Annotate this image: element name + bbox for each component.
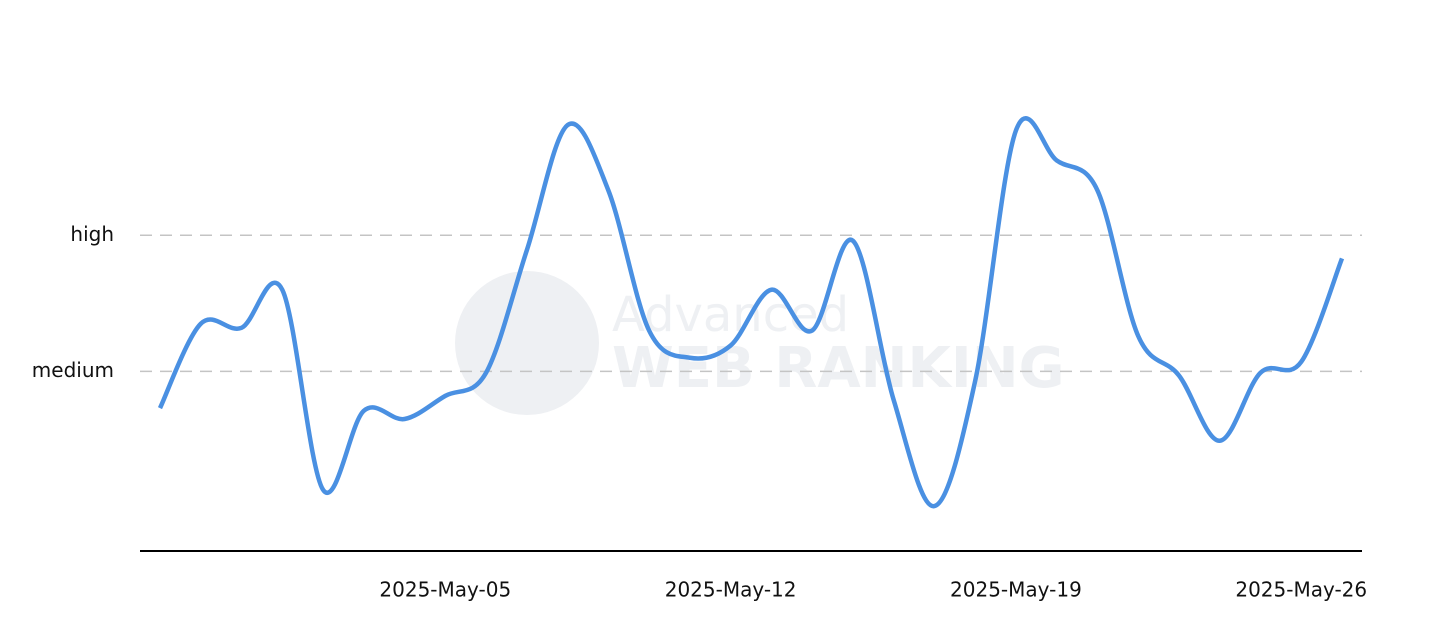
x-tick-label: 2025-May-05 [379,578,511,602]
x-tick-label: 2025-May-19 [950,578,1082,602]
watermark-logo [455,271,599,415]
y-tick-label: high [70,222,114,246]
x-tick-label: 2025-May-26 [1235,578,1367,602]
watermark-text: WEB RANKING [612,336,1065,401]
watermark-text: Advanced [612,287,849,343]
x-tick-label: 2025-May-12 [665,578,797,602]
y-tick-label: medium [32,358,114,382]
line [157,116,1345,509]
